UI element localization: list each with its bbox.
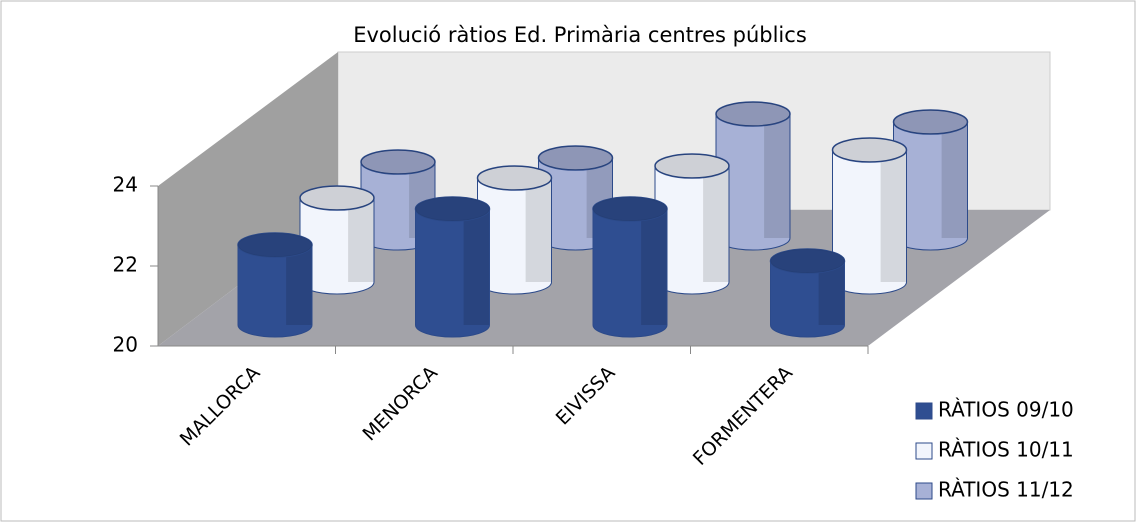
cylinder-top: [892, 109, 969, 135]
cylinder-top: [715, 101, 791, 127]
cylinder-top: [831, 137, 908, 163]
legend-label: RÀTIOS 11/12: [938, 478, 1074, 502]
y-tick-label: 22: [113, 253, 138, 277]
cylinder-top-shade: [655, 154, 729, 178]
cylinder-top-shade: [361, 150, 435, 174]
legend-swatch: [915, 402, 933, 420]
cylinder-top-shade: [893, 110, 968, 134]
legend-label: RÀTIOS 10/11: [938, 438, 1074, 462]
cylinder-shade: [525, 178, 552, 282]
cylinder-top-shade: [477, 166, 552, 190]
cylinder-top-shade: [716, 102, 790, 126]
cylinder: [237, 232, 313, 338]
cylinder: [592, 196, 668, 338]
cylinder-top: [414, 196, 491, 222]
cylinder-body: [593, 209, 667, 325]
cylinder-body: [415, 209, 490, 325]
y-tick-label: 24: [113, 173, 138, 197]
cylinder-top: [360, 149, 436, 175]
cylinder-top: [299, 185, 375, 211]
cylinder-top: [592, 196, 668, 222]
cylinder-top-shade: [415, 197, 490, 221]
cylinder-shade: [348, 198, 374, 282]
cylinder-body: [238, 245, 312, 325]
cylinder-shade: [764, 114, 790, 238]
cylinder: [476, 165, 553, 295]
cylinder: [414, 196, 491, 338]
cylinder-top: [654, 153, 730, 179]
cylinder-top-shade: [238, 233, 312, 257]
cylinder-top-shade: [593, 197, 667, 221]
y-tick-label: 20: [113, 333, 138, 357]
cylinder: [537, 145, 614, 251]
cylinder-top: [537, 145, 614, 171]
cylinder-top-shade: [770, 249, 845, 273]
side-wall: [158, 52, 338, 346]
cylinder-top-shade: [300, 186, 374, 210]
cylinder-top-shade: [538, 146, 613, 170]
cylinder-shade: [286, 245, 312, 325]
legend-swatch: [915, 482, 933, 500]
cylinder-shade: [703, 166, 729, 282]
legend-label: RÀTIOS 09/10: [938, 398, 1074, 422]
chart-title: Evolució ràtios Ed. Primària centres púb…: [353, 23, 807, 47]
cylinder-shade: [880, 150, 907, 282]
cylinder-shade: [463, 209, 490, 325]
legend-swatch: [915, 442, 933, 460]
cylinder-shade: [941, 122, 968, 238]
cylinder-top: [476, 165, 553, 191]
cylinder-top: [769, 248, 846, 274]
cylinder: [769, 248, 846, 338]
cylinder-top-shade: [832, 138, 907, 162]
cylinder-shade: [641, 209, 667, 325]
cylinder-top: [237, 232, 313, 258]
